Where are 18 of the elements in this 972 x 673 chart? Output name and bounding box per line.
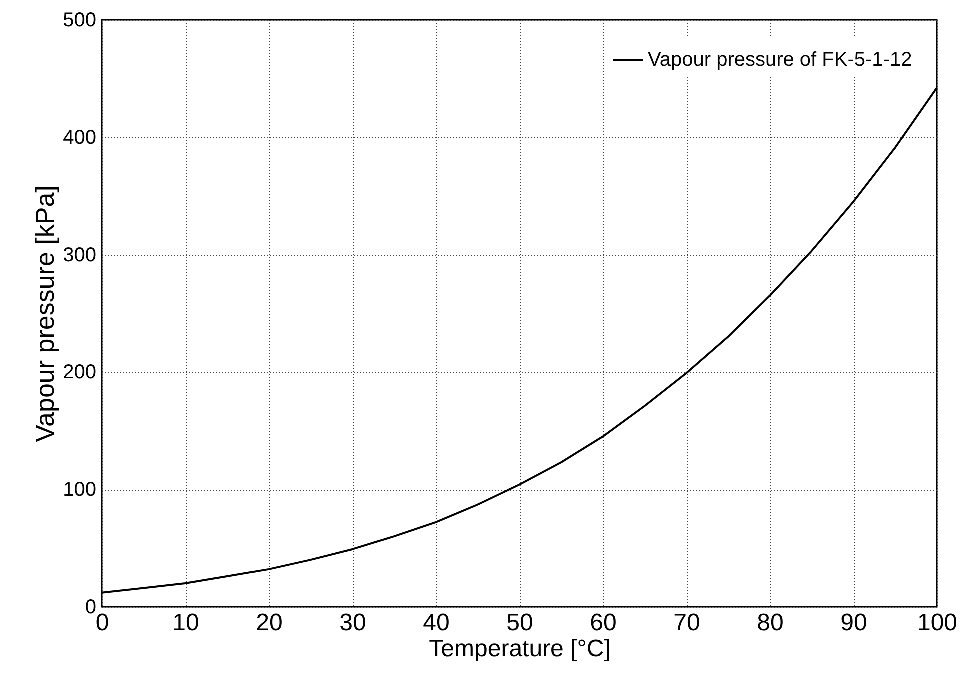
x-tick-label: 30 [340,610,366,636]
x-tick-label: 40 [423,610,450,636]
y-tick-label: 500 [63,10,96,32]
x-tick-label: 80 [757,610,784,636]
x-axis-title: Temperature [°C] [429,636,611,662]
x-tick-label: 70 [674,610,700,636]
x-tick-label: 60 [590,610,617,636]
x-tick-label: 100 [917,610,958,636]
x-tick-label: 10 [172,610,200,636]
y-tick-label: 100 [63,479,96,502]
legend-label: Vapour pressure of FK-5-1-12 [648,49,912,71]
y-tick-label: 300 [63,244,96,266]
x-tick-label: 20 [256,610,283,636]
y-axis-title: Vapour pressure [kPa] [30,186,60,442]
x-tick-label: 90 [840,610,868,636]
y-tick-label: 400 [63,126,96,149]
x-tick-label: 50 [506,610,534,636]
y-tick-label: 200 [63,362,96,384]
